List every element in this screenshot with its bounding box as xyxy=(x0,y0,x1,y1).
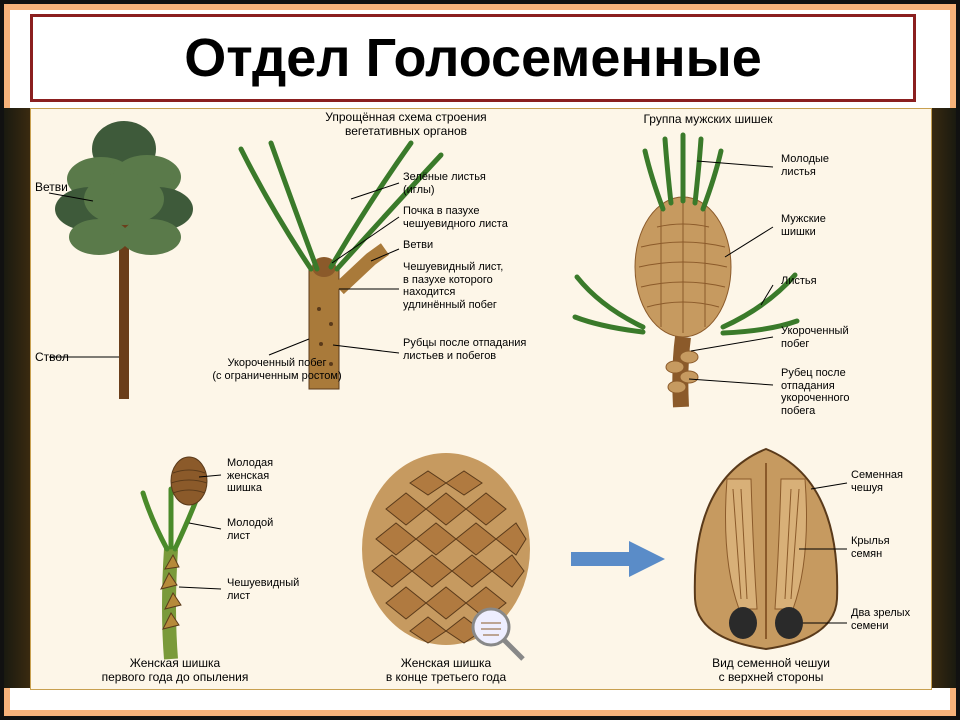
label-scars: Рубцы после отпадания листьев и побегов xyxy=(403,337,526,362)
label-young-leaves: Молодые листья xyxy=(781,153,829,178)
male-title: Группа мужских шишек xyxy=(623,113,793,127)
page-title: Отдел Голосеменные xyxy=(184,27,762,89)
magnifier-icon xyxy=(473,609,523,659)
label-scale-leaf-2: Чешуевидный лист xyxy=(227,577,299,602)
label-two-seeds: Два зрелых семени xyxy=(851,607,910,632)
seed-scale xyxy=(661,439,871,669)
label-short-shoot: Укороченный побег (с ограниченным ростом… xyxy=(207,357,347,382)
caption-female-young: Женская шишка первого года до опыления xyxy=(75,657,275,685)
caption-seed-scale: Вид семенной чешуи с верхней стороны xyxy=(671,657,871,685)
label-tree-trunk: Ствол xyxy=(35,351,69,365)
female-mature-cone xyxy=(331,439,561,669)
label-young-leaf: Молодой лист xyxy=(227,517,273,542)
label-young-female-cone: Молодая женская шишка xyxy=(227,457,273,495)
diagram-canvas: Ветви Ствол Упрощённая схема строения ве… xyxy=(30,108,932,690)
arrow-icon xyxy=(565,529,675,589)
label-veg-branches: Ветви xyxy=(403,239,433,252)
label-needles: Зелёные листья (иглы) xyxy=(403,171,486,196)
label-male-leaves: Листья xyxy=(781,275,817,288)
veg-title: Упрощённая схема строения вегетативных о… xyxy=(291,111,521,139)
label-wings: Крылья семян xyxy=(851,535,890,560)
label-shoot-scar: Рубец после отпадания укороченного побег… xyxy=(781,367,850,418)
label-male-cones: Мужские шишки xyxy=(781,213,826,238)
label-tree-branches: Ветви xyxy=(35,181,68,195)
label-bud: Почка в пазухе чешуевидного листа xyxy=(403,205,508,230)
label-male-short-shoot: Укороченный побег xyxy=(781,325,849,350)
label-seed-scale: Семенная чешуя xyxy=(851,469,903,494)
label-scale-leaf: Чешуевидный лист, в пазухе которого нахо… xyxy=(403,261,503,312)
title-box: Отдел Голосеменные xyxy=(30,14,916,102)
caption-female-mature: Женская шишка в конце третьего года xyxy=(341,657,551,685)
